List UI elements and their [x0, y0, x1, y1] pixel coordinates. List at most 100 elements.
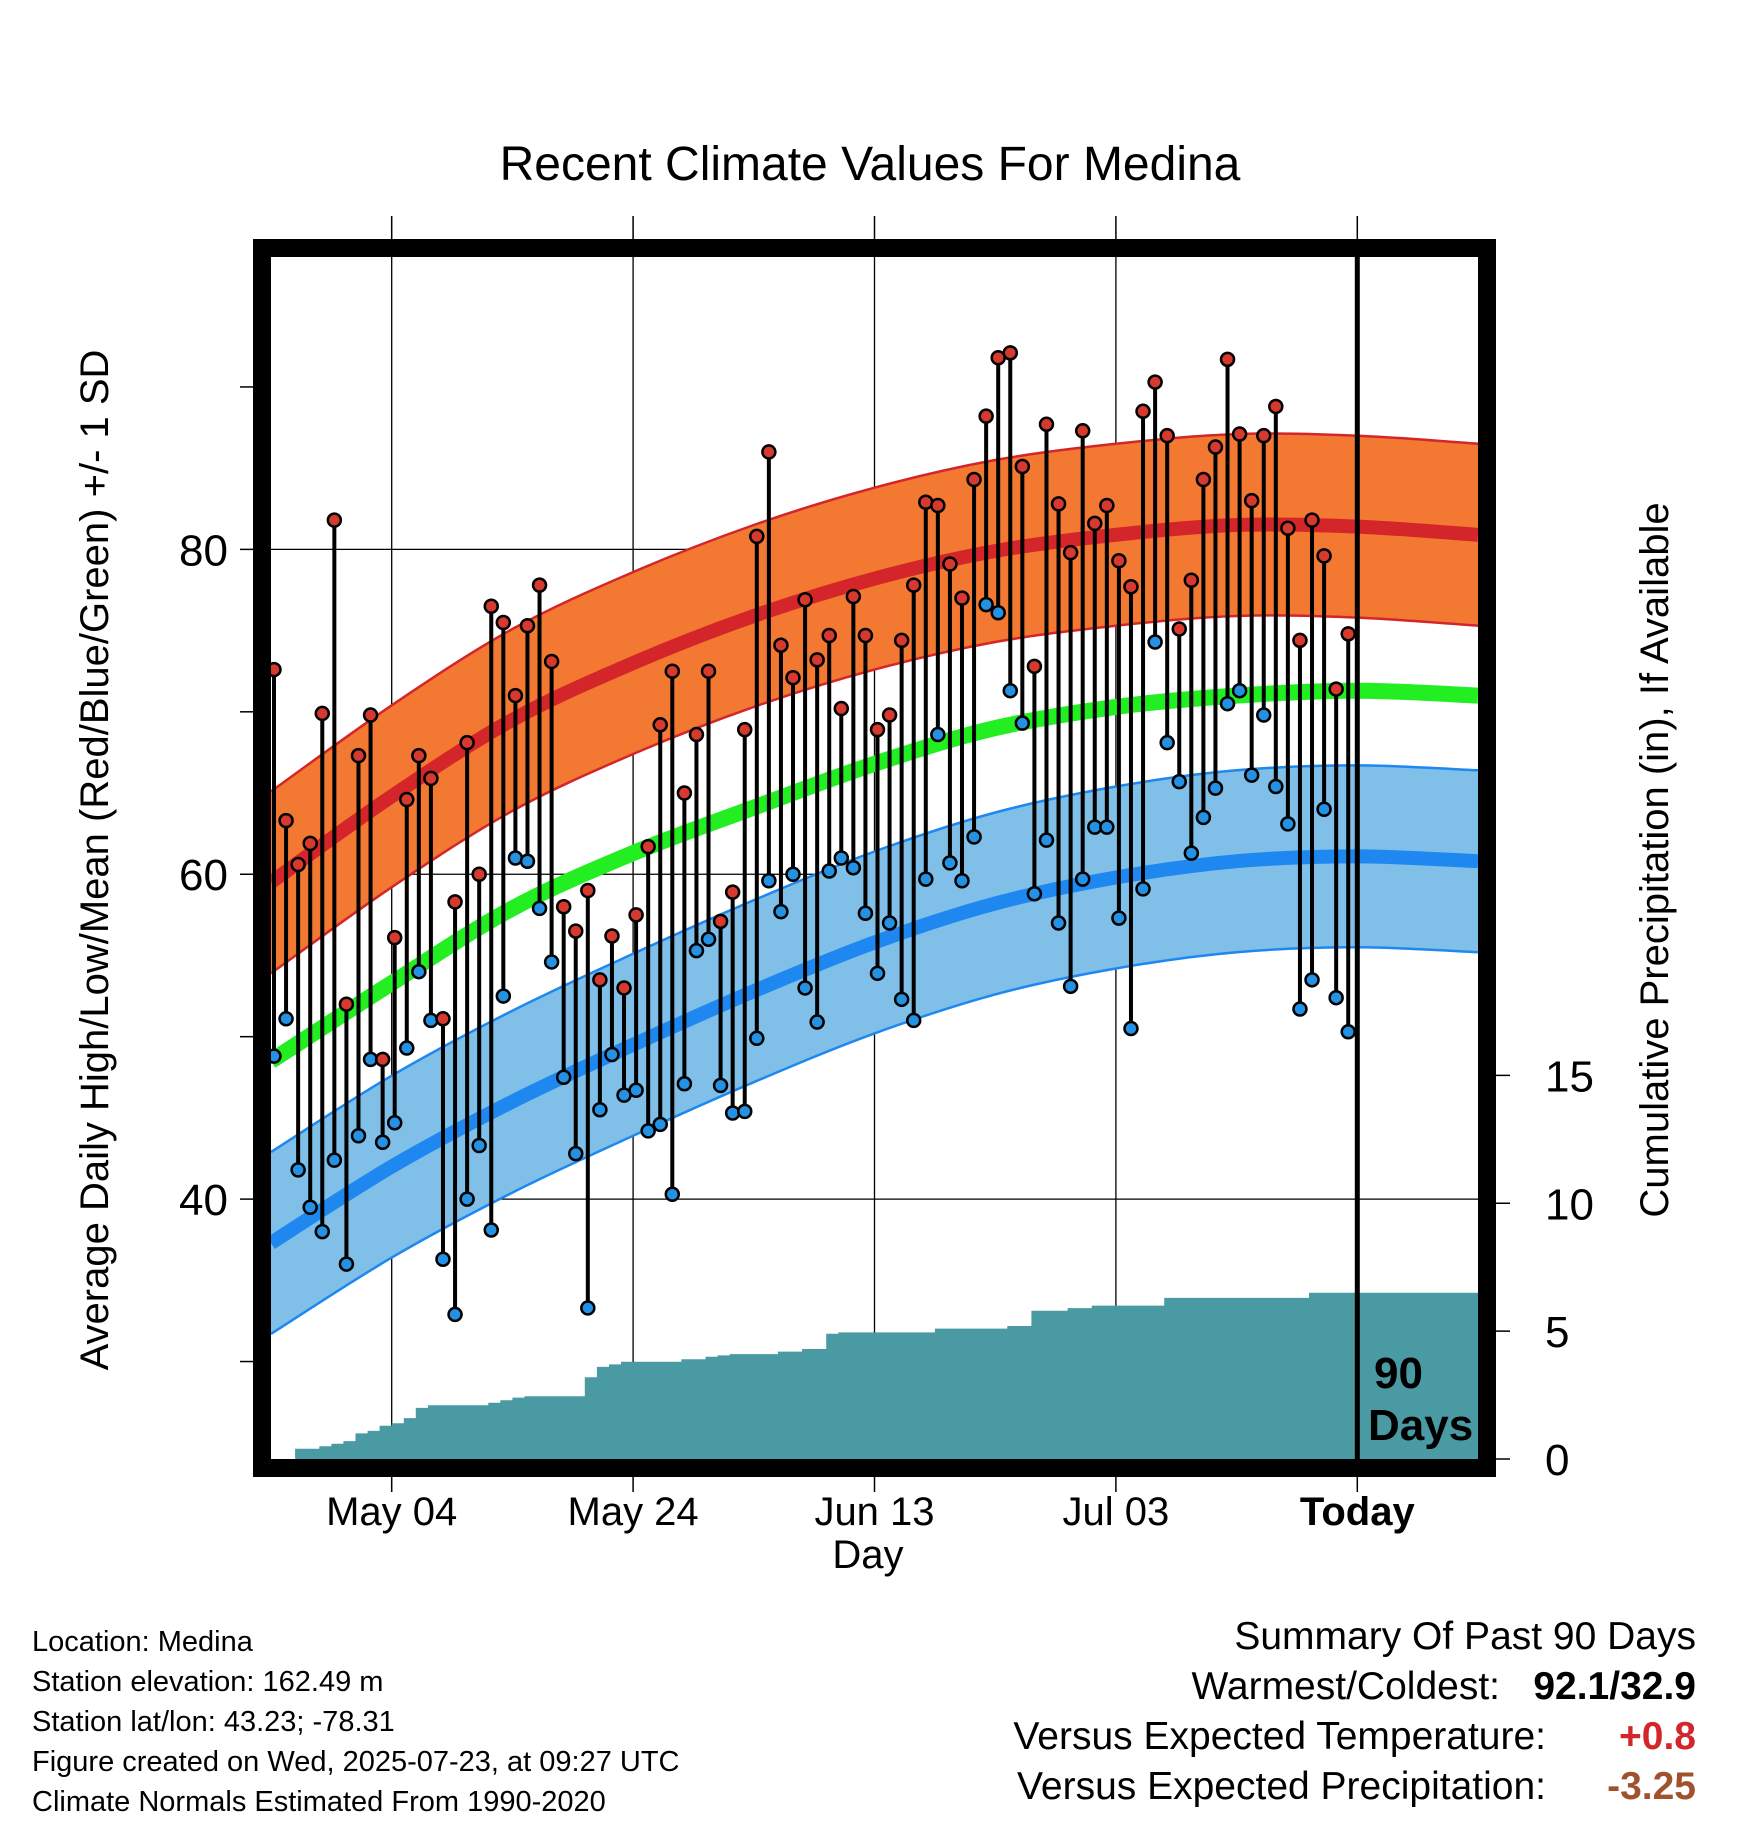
latlon-text: Station lat/lon: 43.23; -78.31	[32, 1706, 395, 1738]
daily-high-point	[447, 894, 463, 910]
daily-low-point	[290, 1162, 306, 1178]
daily-low-point	[543, 954, 560, 970]
station-info: Location: Medina Station elevation: 162.…	[32, 1622, 680, 1822]
daily-high-point	[435, 1011, 451, 1027]
daily-high-point	[555, 898, 572, 915]
daily-high-point	[1195, 471, 1212, 488]
daily-high-point	[399, 791, 415, 808]
daily-high-point	[483, 598, 500, 614]
temp-value: +0.8	[1619, 1715, 1696, 1758]
y2-tick-label: 0	[1545, 1436, 1569, 1485]
low-normal-line	[267, 849, 1479, 1249]
daily-low-point	[809, 1014, 825, 1030]
daily-low-point	[1219, 695, 1236, 712]
daily-high-point	[411, 747, 427, 764]
daily-low-point	[495, 988, 512, 1004]
daily-low-point	[447, 1306, 463, 1323]
daily-high-point	[773, 637, 789, 653]
x-axis-label: Day	[832, 1533, 903, 1577]
daily-high-point	[362, 707, 379, 723]
daily-high-point	[676, 785, 693, 801]
daily-low-point	[712, 1077, 729, 1094]
daily-low-point	[568, 1145, 584, 1162]
daily-low-point	[1183, 845, 1200, 861]
summary-panel: Summary Of Past 90 Days Warmest/Coldest:…	[1013, 1612, 1696, 1812]
period-label-unit: Days	[1368, 1401, 1473, 1450]
daily-low-point	[459, 1191, 475, 1207]
daily-high-point	[700, 663, 717, 679]
precip-row: Versus Expected Precipitation: -3.25	[1013, 1762, 1696, 1812]
daily-high-point	[761, 444, 777, 460]
daily-high-point	[1316, 548, 1332, 564]
daily-high-point	[736, 721, 753, 738]
daily-low-point	[978, 596, 994, 613]
daily-high-point	[290, 856, 306, 873]
created-text: Figure created on Wed, 2025-07-23, at 09…	[32, 1746, 680, 1778]
daily-high-point	[640, 838, 656, 855]
y-tick-label: 80	[179, 526, 228, 575]
daily-high-point	[809, 652, 825, 668]
daily-low-point	[749, 1030, 765, 1047]
daily-high-point	[930, 497, 946, 514]
precip-area	[295, 1292, 1479, 1459]
daily-high-point	[1171, 621, 1187, 637]
daily-high-point	[821, 627, 837, 644]
daily-low-point	[930, 726, 946, 743]
y-tick-label: 40	[179, 1176, 228, 1225]
precip-value: -3.25	[1607, 1765, 1696, 1808]
daily-low-point	[773, 903, 789, 920]
daily-high-point	[338, 996, 355, 1012]
daily-low-point	[881, 915, 898, 931]
daily-high-point	[278, 812, 294, 829]
daily-high-point	[1340, 626, 1356, 642]
daily-high-point	[386, 929, 403, 946]
daily-low-point	[797, 980, 813, 996]
daily-low-point	[1123, 1020, 1139, 1037]
daily-low-point	[592, 1102, 608, 1118]
y-tick-label: 60	[179, 851, 228, 900]
daily-high-point	[833, 700, 850, 717]
y2-axis-label: Cumulative Precipitation (in), If Availa…	[1633, 502, 1677, 1217]
daily-low-point	[1014, 715, 1031, 731]
daily-low-point	[845, 859, 862, 876]
daily-high-point	[1207, 439, 1224, 455]
daily-high-point	[1087, 515, 1103, 532]
daily-high-point	[1268, 398, 1284, 415]
daily-low-point	[869, 965, 886, 982]
daily-high-point	[1099, 497, 1115, 514]
y2-tick-label: 5	[1545, 1308, 1569, 1357]
daily-high-point	[1038, 416, 1055, 433]
daily-low-point	[652, 1116, 668, 1133]
daily-low-point	[580, 1300, 596, 1316]
daily-low-point	[688, 942, 705, 959]
daily-low-point	[1268, 778, 1284, 795]
x-tick-label: Today	[1300, 1490, 1416, 1534]
daily-high-point	[857, 627, 874, 644]
precip-cumulative-area	[295, 1292, 1479, 1459]
daily-low-point	[821, 863, 837, 879]
daily-low-point	[1292, 1001, 1308, 1017]
daily-low-point	[990, 604, 1006, 621]
daily-high-point	[495, 614, 512, 631]
plot-frame	[253, 239, 1496, 1477]
normals-text: Climate Normals Estimated From 1990-2020	[32, 1786, 606, 1818]
daily-low-point	[435, 1251, 451, 1267]
daily-low-point	[1135, 881, 1151, 897]
daily-low-point	[555, 1069, 572, 1086]
daily-high-point	[845, 588, 862, 605]
daily-low-point	[1304, 972, 1320, 988]
daily-low-point	[966, 829, 982, 845]
daily-high-point	[1002, 345, 1019, 361]
daily-high-point	[664, 663, 681, 679]
daily-low-point	[676, 1076, 693, 1092]
daily-high-point	[628, 907, 644, 923]
mean-normal-line	[266, 682, 1479, 1068]
x-tick-label: May 24	[568, 1490, 699, 1534]
daily-high-point	[785, 669, 801, 686]
daily-low-point	[302, 1199, 318, 1215]
daily-high-point	[1219, 351, 1236, 368]
daily-high-point	[905, 577, 922, 593]
daily-high-point	[314, 705, 331, 722]
climate-chart: Recent Climate Values For Medina 40 60 80 0…	[73, 138, 1677, 1577]
y2-tick-label: 10	[1545, 1180, 1594, 1229]
